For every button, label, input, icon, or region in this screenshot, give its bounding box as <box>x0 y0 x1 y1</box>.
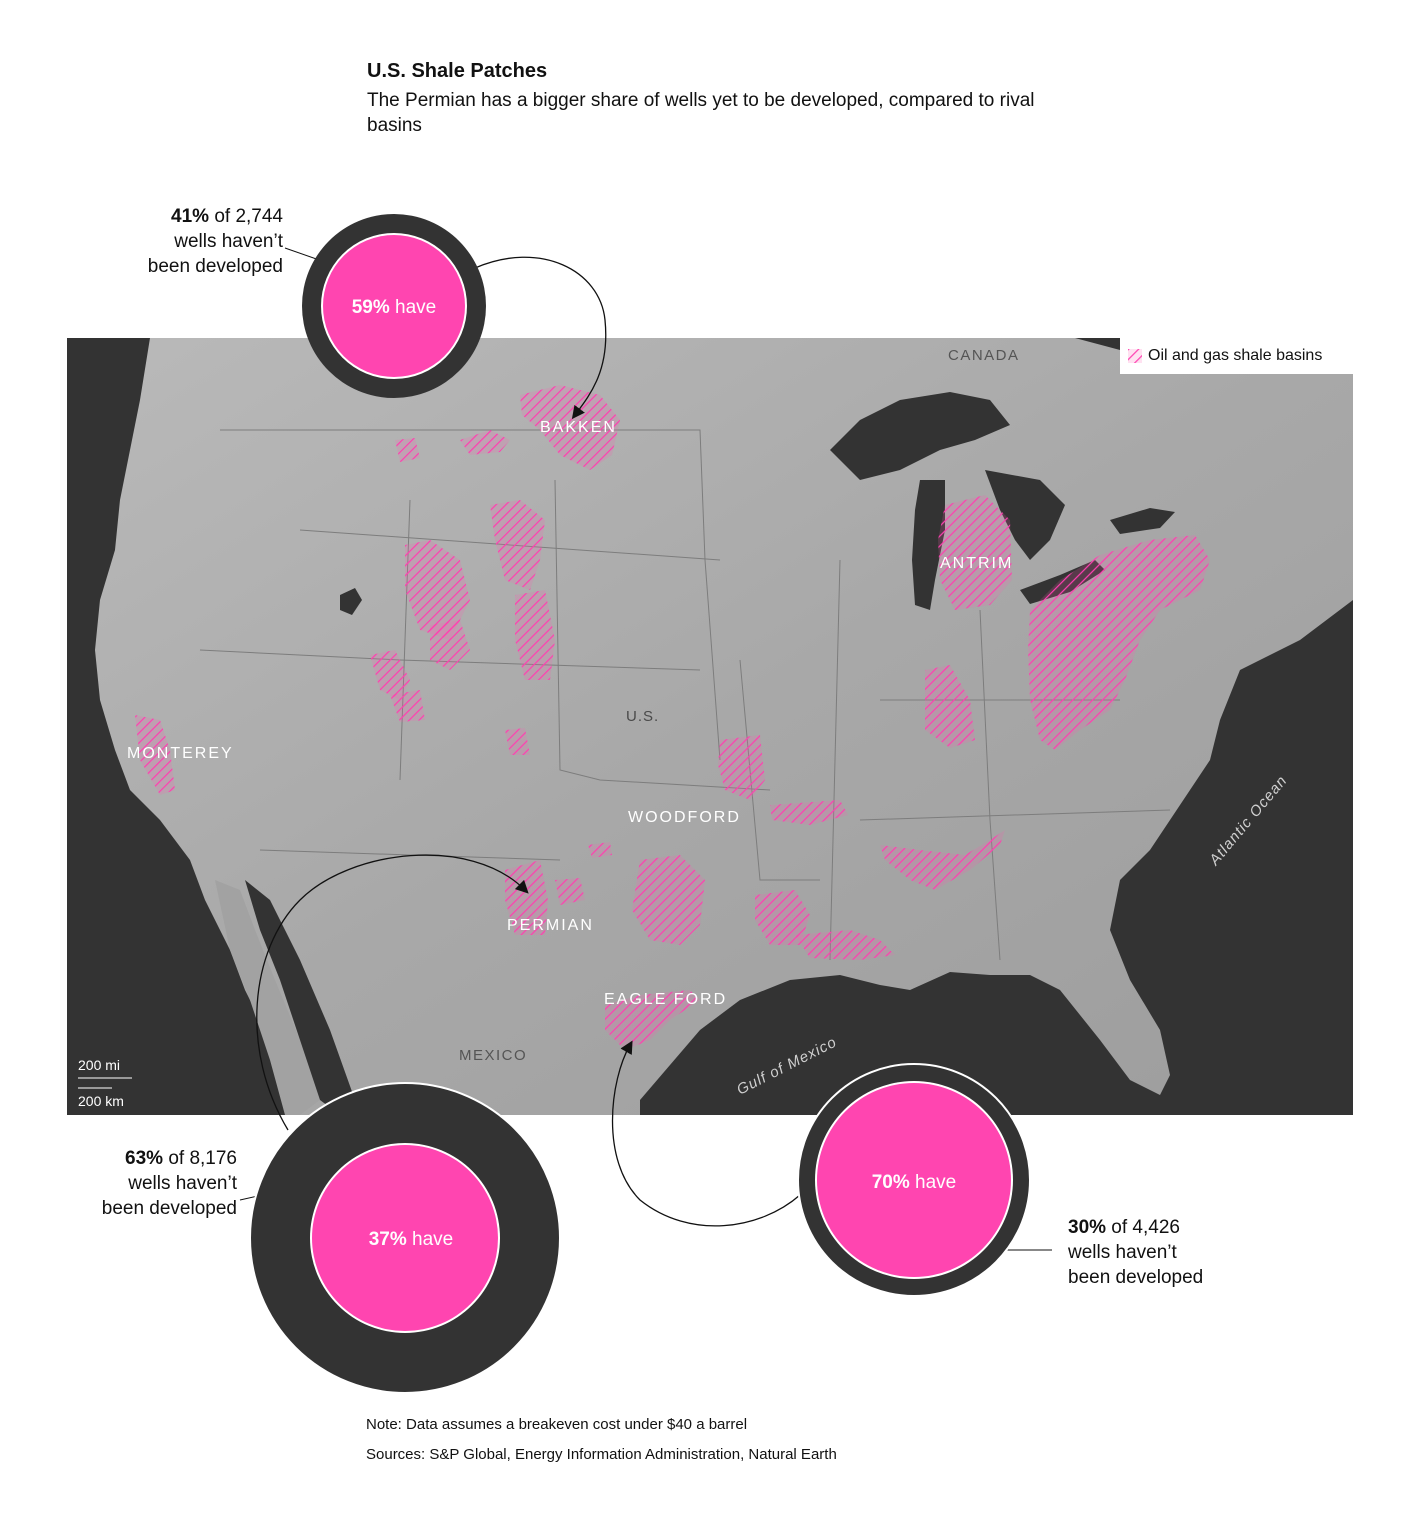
donut-permian-text: have <box>407 1229 453 1250</box>
footer-sources: Sources: S&P Global, Energy Information … <box>366 1446 837 1463</box>
callout-eagle-ford-pct: 30% <box>1068 1217 1106 1238</box>
donut-permian-label: 37% have <box>369 1229 454 1250</box>
callout-permian-line2: wells haven’t <box>40 1171 237 1196</box>
callout-bakken-line2: wells haven’t <box>80 229 283 254</box>
legend-label: Oil and gas shale basins <box>1148 347 1322 365</box>
callout-eagle-ford-line3: been developed <box>1068 1265 1288 1290</box>
callout-eagle-ford-total: of 4,426 <box>1106 1217 1180 1238</box>
label-mexico: MEXICO <box>459 1047 527 1064</box>
donut-permian-pct: 37% <box>369 1229 407 1250</box>
scale-km: 200 km <box>78 1093 124 1109</box>
donut-bakken-label: 59% have <box>352 297 437 318</box>
donut-bakken-pct: 59% <box>352 297 390 318</box>
label-monterey: MONTEREY <box>127 745 234 762</box>
callout-bakken-total: of 2,744 <box>209 206 283 227</box>
callout-bakken-line3: been developed <box>80 254 283 279</box>
label-canada: CANADA <box>948 347 1020 364</box>
donut-eagle-ford-text: have <box>910 1172 956 1193</box>
callout-bakken-line1: 41% of 2,744 <box>80 204 283 229</box>
callout-bakken: 41% of 2,744 wells haven’t been develope… <box>80 204 283 279</box>
label-antrim: ANTRIM <box>940 555 1013 572</box>
map-legend: Oil and gas shale basins <box>1120 338 1353 374</box>
footer-note: Note: Data assumes a breakeven cost unde… <box>366 1416 747 1433</box>
donut-eagle-ford-pct: 70% <box>872 1172 910 1193</box>
label-eagle-ford: EAGLE FORD <box>604 991 727 1008</box>
callout-eagle-ford-line1: 30% of 4,426 <box>1068 1215 1288 1240</box>
callout-eagle-ford-line2: wells haven’t <box>1068 1240 1288 1265</box>
callout-permian-line3: been developed <box>40 1196 237 1221</box>
callout-permian-total: of 8,176 <box>163 1148 237 1169</box>
label-us: U.S. <box>626 708 659 725</box>
callout-eagle-ford: 30% of 4,426 wells haven’t been develope… <box>1068 1215 1288 1290</box>
legend-hatch-icon <box>1128 349 1142 363</box>
label-permian: PERMIAN <box>507 917 594 934</box>
callout-permian-line1: 63% of 8,176 <box>40 1146 237 1171</box>
callout-bakken-pct: 41% <box>171 206 209 227</box>
scale-miles: 200 mi <box>78 1057 120 1073</box>
label-woodford: WOODFORD <box>628 809 741 826</box>
donut-eagle-ford-label: 70% have <box>872 1172 957 1193</box>
callout-permian: 63% of 8,176 wells haven’t been develope… <box>40 1146 237 1221</box>
donut-bakken-text: have <box>390 297 436 318</box>
callout-permian-pct: 63% <box>125 1148 163 1169</box>
label-bakken: BAKKEN <box>540 419 617 436</box>
